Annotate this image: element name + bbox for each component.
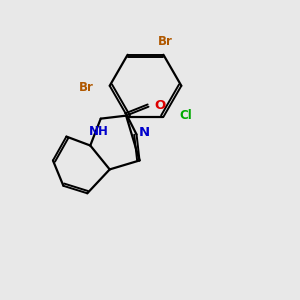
Text: Cl: Cl [180, 109, 193, 122]
Text: Br: Br [158, 35, 172, 48]
Text: N: N [139, 127, 150, 140]
Text: NH: NH [89, 125, 109, 138]
Text: O: O [154, 99, 165, 112]
Text: Br: Br [78, 81, 93, 94]
